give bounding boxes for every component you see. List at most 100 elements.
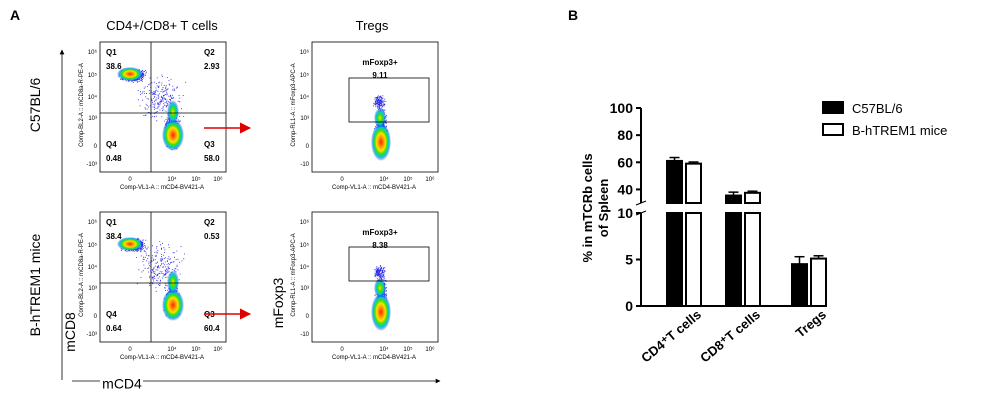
x-tick-label: CD8⁺T cells [697,307,763,366]
panel-b-label: B [568,7,578,23]
foxp3-channel-label: Comp-RL1-A :: mFoxp3-APC-A [291,233,297,316]
bar-0-0-lower [666,212,683,307]
y-axis-label-line2: of Spleen [596,179,611,238]
foxp3-pos-dots [374,265,386,280]
quadrant-value-q2: 0.53 [204,232,220,241]
row-label-c57bl6: C57BL/6 [27,78,43,133]
quadrant-name-q1: Q1 [106,48,117,57]
bar-1-0-upper [725,194,742,205]
cd8-tick-label: 0 [94,144,98,150]
y-axis-title-mcd8: mCD8 [62,312,78,352]
legend-swatch [822,123,844,136]
cd4-tick-label: 10⁴ [379,346,389,353]
y-tick-label: 80 [617,127,633,143]
bar-0-1-lower [685,212,702,307]
quadrant-value-q4: 0.64 [106,324,122,333]
treg-plot-2: mFoxp3+ 8.38 10⁶ 10⁵ 10⁴ 10³ 0 -10 0 10⁴ 10⁵ 10⁶ Com… [291,211,439,361]
x-tick-label: Tregs [793,307,829,341]
plot-frame [99,211,227,343]
foxp3-gate [348,77,430,123]
cd8-tick-label: 10³ [88,286,97,292]
quadrant-name-q3: Q3 [204,140,215,149]
cd4-cd8-plot-1: Q1 38.6 Q2 2.93 Q3 58.0 Q4 0.48 10⁶ 10⁵ 10⁴ 10³ 0 -10… [79,41,227,191]
quadrant-name-q1: Q1 [106,218,117,227]
cd4-tick-label: 0 [340,177,344,183]
cd8-tick-label: 10⁴ [88,264,98,271]
y-tick-label: 0 [625,298,633,314]
cd4-channel-label: Comp-VL1-A :: mCD4-BV421-A [332,355,416,361]
foxp3-neg-density-blob [371,293,391,331]
cd4-tick-label: 10⁶ [213,346,223,353]
legend-label: B-hTREM1 mice [852,123,947,138]
gate-value: 9.11 [372,71,388,80]
cd4-tick-label: 10⁵ [403,346,413,353]
bar-1-1-upper [744,191,761,204]
y-tick-label: 100 [610,100,634,116]
foxp3-gate [348,246,430,282]
foxp3-tick-label: 0 [306,314,310,320]
cd8-tick-label: 0 [94,314,98,320]
cd4-tick-label: 0 [128,177,132,183]
quadrant-value-q2: 2.93 [204,62,220,71]
cd8-density-blob [117,67,143,81]
quadrant-name-q2: Q2 [204,218,215,227]
cd4-tick-label: 10⁵ [191,346,201,353]
x-axis-title-mcd4: mCD4 [102,376,142,392]
quadrant-value-q4: 0.48 [106,154,122,163]
foxp3-neg-density-blob [371,123,391,161]
y-tick-label: 40 [617,181,633,197]
cd8-tick-label: 10⁶ [88,219,98,226]
cd4-tick-label: 10⁶ [425,346,435,353]
foxp3-tick-label: 10⁶ [300,49,310,56]
bar-2-0 [791,263,808,307]
panel-a-label: A [10,7,20,23]
cd8-tick-label: 10⁵ [88,242,98,249]
y-tick-label: 5 [625,252,633,268]
quadrant-value-q3: 60.4 [204,324,220,333]
quadrant-value-q1: 38.4 [106,232,122,241]
cd4-density-blob [162,289,184,321]
cd4-tick-label: 10⁴ [167,176,177,183]
bar-0-0-upper [666,159,683,205]
cd8-density-blob [117,237,143,251]
y-axis-title-mfoxp3: mFoxp3 [270,278,286,329]
bar-2-1 [810,257,827,308]
cd4-tick-label: 10⁶ [425,176,435,183]
cd8-channel-label: Comp-BL2-A :: mCD8a-R-PE-A [79,233,85,317]
cd4-tick-label: 10⁴ [167,346,177,353]
foxp3-tick-label: 10³ [300,286,309,292]
col-title-cd4-cd8: CD4+/CD8+ T cells [106,18,218,33]
foxp3-tick-label: 0 [306,144,310,150]
foxp3-density-tail [374,108,386,128]
axis-break-mark [635,200,647,206]
foxp3-channel-label: Comp-RL1-A :: mFoxp3-APC-A [291,63,297,146]
cd4-tick-label: 10⁵ [191,176,201,183]
treg-plot-1: mFoxp3+ 9.11 10⁶ 10⁵ 10⁴ 10³ 0 -10 0 10⁴ 10⁵ 10⁶ Com… [291,41,439,191]
bar-0-1-upper [685,162,702,204]
cd4-tick-label: 10⁶ [213,176,223,183]
cd8-tick-label: 10³ [88,116,97,122]
row-label-bhtrem1: B-hTREM1 mice [27,233,43,336]
cd4-density-blob [162,119,184,151]
legend-label: C57BL/6 [852,101,903,116]
foxp3-tick-label: -10 [300,332,309,338]
cd4-cd8-plot-2: Q138.4Q20.53Q360.4Q40.6410⁶10⁵10⁴10³0-10… [79,211,227,361]
panel-b-bar-chart: B % in mTCRb cells of Spleen 0 5 10 40 60 80 1… [568,7,948,365]
legend-swatch [822,101,844,114]
cd4-tick-label: 0 [340,347,344,353]
cd4-density-tail [167,270,179,294]
cd8-tick-label: -10³ [86,332,97,338]
cd4-tick-label: 10⁴ [379,176,389,183]
bar-1-0-lower [725,212,742,307]
cd8-tick-label: -10³ [86,162,97,168]
foxp3-tick-label: -10 [300,162,309,168]
y-axis-label-line1: % in mTCRb cells [580,153,595,262]
bar-1-1-lower [744,212,761,307]
quadrant-name-q2: Q2 [204,48,215,57]
cd4-channel-label: Comp-VL1-A :: mCD4-BV421-A [120,355,204,361]
y-tick-label: 60 [617,154,633,170]
foxp3-tick-label: 10⁵ [300,72,310,79]
gate-value: 8.38 [372,241,388,250]
cd8-tick-label: 10⁵ [88,72,98,79]
